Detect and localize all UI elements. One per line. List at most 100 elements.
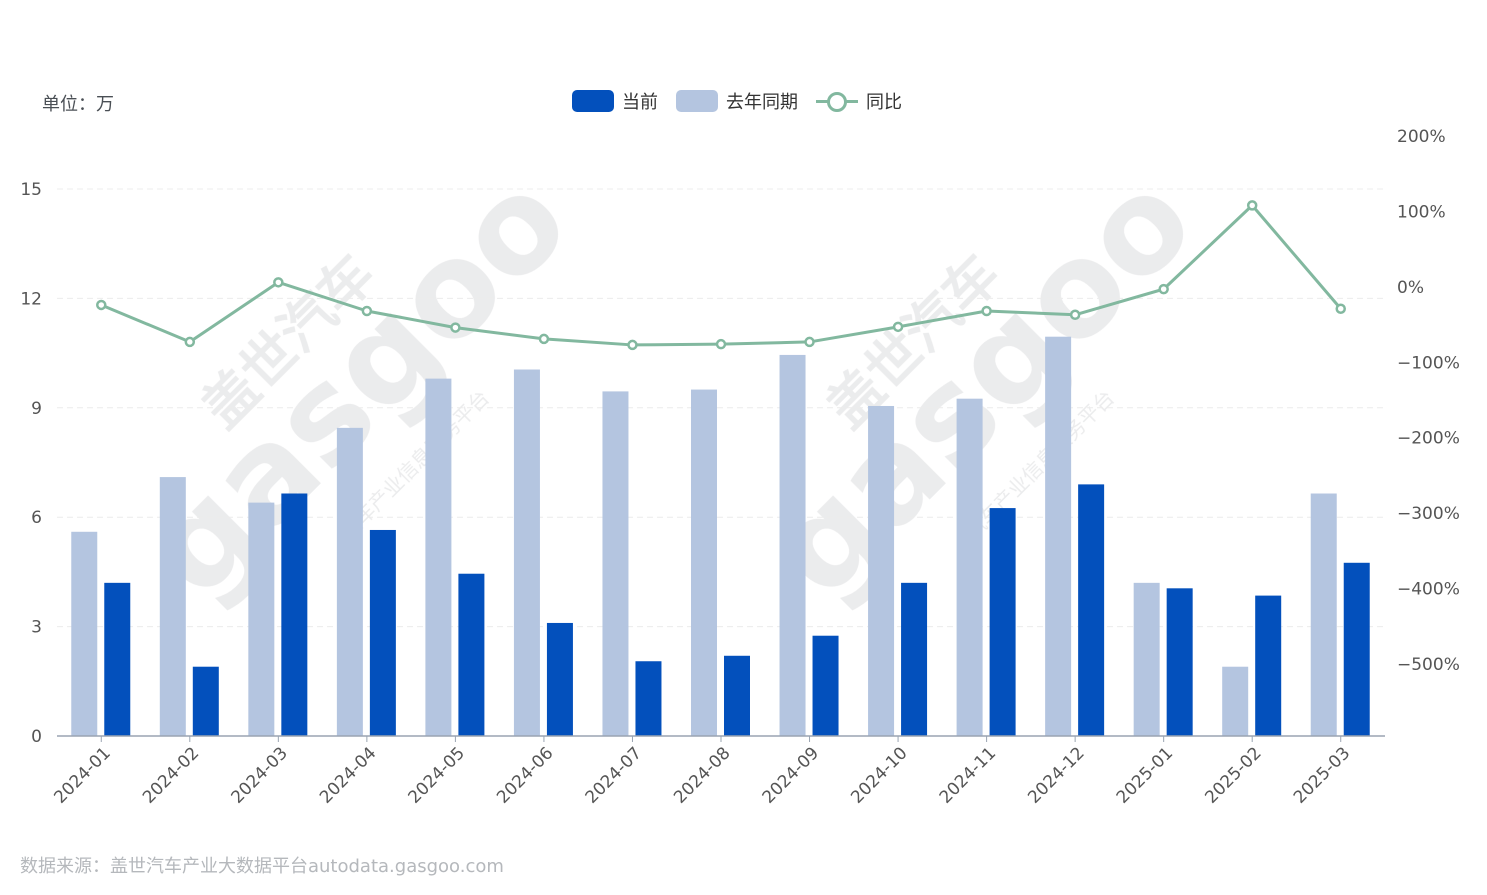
x-axis-tick-label: 2024-10: [847, 743, 911, 807]
watermark-logo-2: gasgoo: [740, 144, 1222, 626]
bar-last-year[interactable]: [336, 427, 363, 736]
bar-last-year[interactable]: [1045, 336, 1072, 736]
unit-label: 单位：万: [42, 94, 114, 115]
yoy-point[interactable]: [892, 321, 904, 333]
bar-last-year[interactable]: [1222, 666, 1249, 736]
left-axis-tick-label: 3: [31, 618, 42, 638]
yoy-point[interactable]: [1246, 200, 1258, 211]
bar-current[interactable]: [281, 493, 308, 736]
right-axis-tick-label: −500%: [1397, 655, 1460, 675]
x-axis-tick-label: 2024-05: [405, 743, 469, 807]
right-axis-tick-label: 0%: [1397, 278, 1424, 298]
bar-current[interactable]: [989, 508, 1016, 736]
bar-current[interactable]: [1078, 484, 1105, 736]
yoy-point[interactable]: [1158, 283, 1169, 295]
yoy-point[interactable]: [804, 336, 815, 348]
x-axis-tick-label: 2024-12: [1024, 743, 1088, 807]
left-axis: 0 3 6 9 12 15: [20, 180, 42, 747]
x-axis-tick-label: 2025-03: [1290, 743, 1354, 807]
legend-item-current[interactable]: 当前: [572, 88, 658, 114]
legend-label-last-year: 去年同期: [726, 92, 798, 113]
watermark: 盖世汽车 gasgoo 汽车产业信息服务平台 盖世汽车 gasgoo 汽车产业信…: [115, 144, 1222, 626]
bar-last-year[interactable]: [513, 369, 540, 736]
legend-label-yoy: 同比: [866, 92, 902, 113]
legend-label-current: 当前: [622, 92, 658, 113]
x-axis-tick-label: 2024-08: [670, 743, 734, 807]
right-axis-tick-label: −300%: [1397, 504, 1460, 524]
bar-last-year[interactable]: [159, 477, 186, 736]
bar-current[interactable]: [104, 582, 131, 736]
bar-current[interactable]: [724, 655, 750, 736]
bar-last-year[interactable]: [956, 398, 983, 736]
bar-last-year[interactable]: [425, 378, 452, 736]
x-axis-tick-label: 2024-09: [759, 743, 823, 807]
x-axis-tick-label: 2024-07: [582, 743, 646, 807]
watermark-mark-2: 盖世汽车 gasgoo 汽车产业信息服务平台: [740, 144, 1222, 626]
yoy-line: [100, 203, 1342, 347]
right-axis-tick-label: 200%: [1397, 127, 1446, 147]
yoy-point[interactable]: [1069, 309, 1081, 321]
legend-item-yoy[interactable]: 同比: [816, 88, 902, 114]
x-axis: 2024-01 2024-02 2024-03 2024-04 2024-05 2024-…: [50, 735, 1385, 808]
bar-current[interactable]: [458, 573, 485, 736]
bar-current[interactable]: [369, 529, 396, 736]
source-note: 数据来源：盖世汽车产业大数据平台autodata.gasgoo.com: [20, 856, 504, 877]
yoy-line-series: [96, 200, 1346, 351]
bar-last-year[interactable]: [868, 405, 895, 736]
bar-current[interactable]: [901, 582, 928, 736]
yoy-point[interactable]: [1335, 303, 1346, 314]
bar-current[interactable]: [546, 622, 573, 736]
x-axis-tick-label: 2024-03: [228, 743, 292, 807]
x-axis-tick-label: 2025-02: [1201, 743, 1265, 807]
watermark-logo-1: gasgoo: [115, 144, 597, 626]
legend-swatch-current: [572, 90, 614, 112]
legend-line-yoy-icon: [816, 90, 858, 112]
yoy-point[interactable]: [450, 322, 461, 333]
legend: 当前 去年同期 同比: [572, 86, 920, 116]
bar-last-year[interactable]: [248, 502, 275, 736]
bar-current[interactable]: [1166, 588, 1193, 736]
x-axis-tick-label: 2024-02: [139, 743, 203, 807]
left-axis-tick-label: 6: [31, 508, 42, 528]
bar-series: [71, 336, 1370, 736]
yoy-point[interactable]: [361, 305, 373, 317]
left-axis-tick-label: 12: [20, 289, 42, 309]
yoy-point[interactable]: [627, 339, 638, 351]
grid-lines: [57, 188, 1385, 628]
watermark-brand-1: 盖世汽车: [190, 243, 387, 440]
right-axis-tick-label: −100%: [1397, 353, 1460, 373]
legend-item-last-year[interactable]: 去年同期: [676, 88, 798, 114]
bar-current[interactable]: [635, 661, 662, 736]
bar-last-year[interactable]: [691, 389, 717, 736]
legend-swatch-last-year: [676, 90, 718, 112]
yoy-point[interactable]: [184, 336, 196, 348]
yoy-point[interactable]: [273, 277, 284, 288]
bar-current[interactable]: [812, 635, 839, 736]
watermark-brand-2: 盖世汽车: [815, 243, 1012, 440]
yoy-point[interactable]: [96, 299, 107, 311]
left-axis-tick-label: 9: [31, 399, 42, 419]
right-axis-tick-label: −400%: [1397, 580, 1460, 600]
right-axis: 200% 100% 0% −100% −200% −300% −400% −500%: [1397, 127, 1460, 675]
yoy-point[interactable]: [538, 333, 550, 345]
yoy-point[interactable]: [715, 338, 727, 350]
x-axis-tick-label: 2025-01: [1113, 743, 1177, 807]
bar-last-year[interactable]: [1310, 493, 1337, 736]
watermark-tagline-1: 汽车产业信息服务平台: [335, 385, 493, 543]
bar-last-year[interactable]: [779, 354, 806, 736]
bar-current[interactable]: [1255, 595, 1282, 736]
x-axis-tick-label: 2024-01: [50, 743, 114, 807]
bar-current[interactable]: [1343, 562, 1370, 736]
bar-last-year[interactable]: [1133, 582, 1160, 736]
bar-last-year[interactable]: [602, 391, 629, 736]
bar-current[interactable]: [192, 666, 219, 736]
left-axis-tick-label: 0: [31, 727, 42, 747]
watermark-tagline-2: 汽车产业信息服务平台: [960, 385, 1118, 543]
bar-last-year[interactable]: [71, 531, 98, 736]
yoy-point[interactable]: [981, 305, 992, 317]
x-axis-tick-label: 2024-11: [936, 743, 1000, 807]
watermark-mark-1: 盖世汽车 gasgoo 汽车产业信息服务平台: [115, 144, 597, 626]
x-axis-tick-label: 2024-04: [316, 743, 380, 807]
